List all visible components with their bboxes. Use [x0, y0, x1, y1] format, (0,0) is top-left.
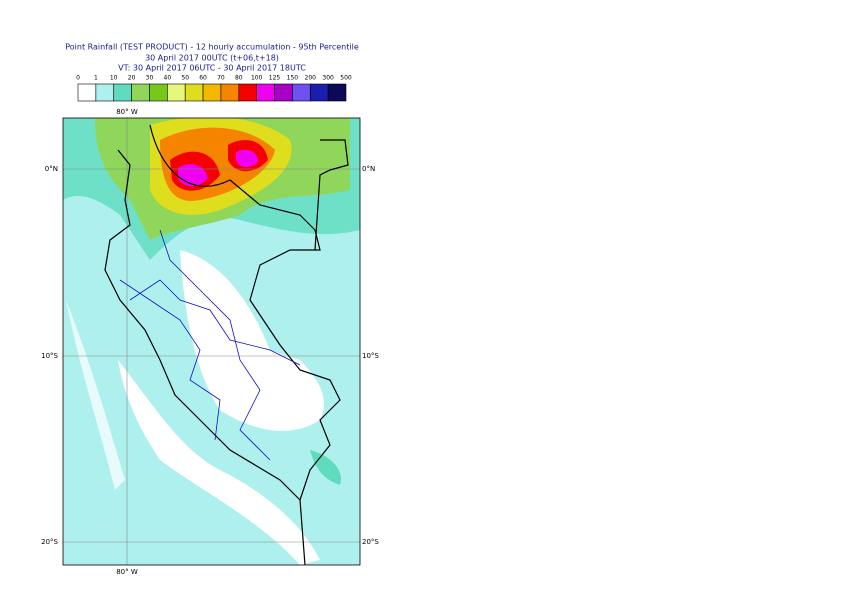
colorbar-box — [167, 83, 186, 102]
colorbar-label: 50 — [181, 75, 189, 82]
colorbar-box — [274, 83, 293, 102]
colorbar-label: 20 — [128, 75, 136, 82]
lat-label: 20°S — [41, 538, 58, 546]
lat-label: 0°N — [45, 165, 58, 173]
colorbar-box — [131, 83, 150, 102]
title-line: 30 April 2017 00UTC (t+06,t+18) — [145, 54, 279, 63]
colorbar-label: 300 — [322, 75, 334, 82]
colorbar-box — [220, 83, 240, 102]
colorbar-box — [327, 83, 347, 102]
title-line: Point Rainfall (TEST PRODUCT) - 12 hourl… — [65, 43, 359, 52]
colorbar-label: 40 — [164, 75, 172, 82]
lat-label: 10°S — [41, 352, 58, 360]
colorbar-box — [202, 83, 222, 102]
colorbar-label: 125 — [269, 75, 281, 82]
lat-label: 20°S — [362, 538, 379, 546]
colorbar-label: 200 — [305, 75, 317, 82]
colorbar-label: 150 — [287, 75, 299, 82]
colorbar-box — [77, 83, 97, 102]
lon-label: 80° W — [116, 108, 138, 116]
title-line: VT: 30 April 2017 06UTC - 30 April 2017 … — [118, 64, 306, 73]
colorbar-label: 80 — [235, 75, 243, 82]
colorbar-box — [256, 83, 275, 102]
colorbar-label: 1 — [94, 75, 98, 82]
colorbar-box — [149, 83, 168, 102]
map-frame — [62, 117, 361, 566]
rain-field — [63, 118, 360, 565]
colorbar-box — [292, 83, 311, 102]
colorbar-label: 100 — [251, 75, 263, 82]
colorbar-box — [113, 83, 132, 102]
colorbar: 0 1 10 20 30 40 50 60 70 80 100 125 150 200 300 500 — [76, 75, 352, 102]
colorbar-box — [184, 83, 204, 102]
colorbar-box — [95, 83, 115, 102]
lat-label: 10°S — [362, 352, 379, 360]
colorbar-box — [238, 83, 257, 102]
lat-label: 0°N — [362, 165, 375, 173]
colorbar-label: 500 — [340, 75, 352, 82]
colorbar-label: 10 — [110, 75, 118, 82]
colorbar-label: 30 — [146, 75, 154, 82]
colorbar-label: 60 — [199, 75, 207, 82]
colorbar-label: 0 — [76, 75, 80, 82]
colorbar-label: 70 — [217, 75, 225, 82]
colorbar-box — [309, 83, 329, 102]
map: 80° W 80° W 0°N 0°N 10°S 10°S 20°S 20°S — [41, 108, 379, 576]
lon-label: 80° W — [116, 568, 138, 576]
